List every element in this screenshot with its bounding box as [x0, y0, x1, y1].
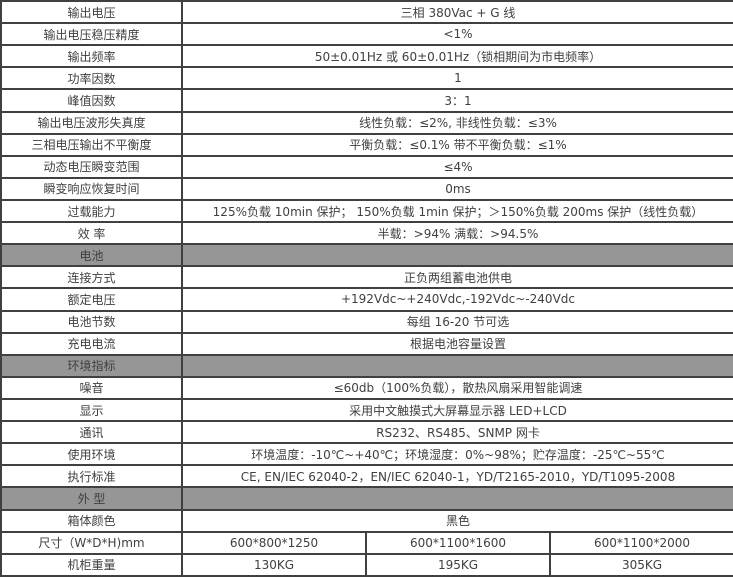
spec-row-value: 黑色 [181, 508, 733, 533]
spec-row-label: 使用环境 [0, 442, 183, 467]
spec-row-label: 噪音 [0, 375, 183, 400]
section-header-label: 电池 [0, 243, 183, 268]
spec-row-label: 动态电压瞬变范围 [0, 154, 183, 179]
spec-row-value: 600*800*1250 [181, 530, 367, 555]
spec-row-label: 通讯 [0, 420, 183, 445]
spec-row: 三相电压输出不平衡度 平衡负载：≤0.1% 带不平衡负载：≤1% [0, 132, 733, 157]
spec-row: 输出电压波形失真度 线性负载：≤2%, 非线性负载：≤3% [0, 110, 733, 135]
spec-row-value: 305KG [549, 552, 733, 577]
spec-row-value: 三相 380Vac + G 线 [181, 0, 733, 25]
spec-row-label: 峰值因数 [0, 88, 183, 113]
spec-row: 峰值因数 3：1 [0, 88, 733, 113]
spec-row-value: ≤4% [181, 154, 733, 179]
spec-row: 使用环境 环境温度：-10℃~+40℃；环境湿度：0%~98%；贮存温度：-25℃… [0, 442, 733, 467]
section-header-spacer [181, 243, 733, 268]
spec-row-label: 箱体颜色 [0, 508, 183, 533]
spec-row-label: 功率因数 [0, 66, 183, 91]
spec-row-value: 125%负载 10min 保护； 150%负载 1min 保护；＞150%负载 … [181, 198, 733, 224]
spec-row-value: 根据电池容量设置 [181, 331, 733, 356]
spec-row-value: ≤60db（100%负载），散热风扇采用智能调速 [181, 375, 733, 400]
spec-row-label: 输出电压稳压精度 [0, 22, 183, 47]
spec-row-label: 额定电压 [0, 287, 183, 312]
spec-row-value: 3：1 [181, 88, 733, 113]
spec-row-value: 1 [181, 66, 733, 91]
spec-row: 执行标准 CE, EN/IEC 62040-2，EN/IEC 62040-1，YD… [0, 464, 733, 489]
spec-row-value: 195KG [365, 552, 551, 577]
spec-row-value: 平衡负载：≤0.1% 带不平衡负载：≤1% [181, 132, 733, 157]
spec-row-value: 600*1100*1600 [365, 530, 551, 555]
spec-row-label: 瞬变响应恢复时间 [0, 176, 183, 201]
spec-row-value: 600*1100*2000 [549, 530, 733, 555]
spec-row-label: 输出电压波形失真度 [0, 110, 183, 135]
spec-row-label: 效 率 [0, 221, 183, 246]
section-header-row: 电池 [0, 243, 733, 268]
section-header-row: 环境指标 [0, 353, 733, 378]
spec-row-label: 连接方式 [0, 265, 183, 290]
spec-row: 额定电压 +192Vdc~+240Vdc,-192Vdc~-240Vdc [0, 287, 733, 312]
spec-row: 功率因数 1 [0, 66, 733, 91]
spec-row: 机柜重量 130KG 195KG 305KG [0, 552, 733, 577]
spec-row: 噪音 ≤60db（100%负载），散热风扇采用智能调速 [0, 375, 733, 400]
spec-row-label: 执行标准 [0, 464, 183, 489]
spec-row: 电池节数 每组 16-20 节可选 [0, 309, 733, 334]
spec-row: 通讯 RS232、RS485、SNMP 网卡 [0, 420, 733, 445]
spec-row-value: <1% [181, 22, 733, 47]
spec-row: 输出频率 50±0.01Hz 或 60±0.01Hz（锁相期间为市电频率） [0, 44, 733, 69]
spec-row-label: 电池节数 [0, 309, 183, 334]
section-header-row: 外 型 [0, 486, 733, 511]
spec-row-label: 输出频率 [0, 44, 183, 69]
spec-row: 连接方式 正负两组蓄电池供电 [0, 265, 733, 290]
spec-row: 效 率半载：>94% 满载：>94.5% [0, 221, 733, 246]
section-header-label: 外 型 [0, 486, 183, 511]
section-header-label: 环境指标 [0, 353, 183, 378]
spec-row-value: 采用中文触摸式大屏幕显示器 LED+LCD [181, 397, 733, 423]
spec-row: 输出电压稳压精度 <1% [0, 22, 733, 47]
spec-row: 过载能力 125%负载 10min 保护； 150%负载 1min 保护；＞150… [0, 198, 733, 224]
spec-row-label: 尺寸（W*D*H)mm [0, 530, 183, 555]
spec-row-value: 正负两组蓄电池供电 [181, 265, 733, 290]
spec-row-label: 显示 [0, 397, 183, 423]
spec-row-label: 机柜重量 [0, 552, 183, 577]
spec-row: 充电电流 根据电池容量设置 [0, 331, 733, 356]
spec-row-label: 过载能力 [0, 198, 183, 224]
spec-row-value: 50±0.01Hz 或 60±0.01Hz（锁相期间为市电频率） [181, 44, 733, 69]
section-header-spacer [181, 353, 733, 378]
spec-row-value: RS232、RS485、SNMP 网卡 [181, 420, 733, 445]
section-header-spacer [181, 486, 733, 511]
spec-row-label: 输出电压 [0, 0, 183, 25]
spec-row-label: 充电电流 [0, 331, 183, 356]
spec-row: 输出电压 三相 380Vac + G 线 [0, 0, 733, 25]
spec-row-value: 每组 16-20 节可选 [181, 309, 733, 334]
spec-row-value: 0ms [181, 176, 733, 201]
spec-row-value: 130KG [181, 552, 367, 577]
spec-row: 瞬变响应恢复时间 0ms [0, 176, 733, 201]
spec-row-label: 三相电压输出不平衡度 [0, 132, 183, 157]
spec-row-value: 线性负载：≤2%, 非线性负载：≤3% [181, 110, 733, 135]
spec-row: 箱体颜色 黑色 [0, 508, 733, 533]
spec-row-value: 半载：>94% 满载：>94.5% [181, 221, 733, 246]
spec-row: 尺寸（W*D*H)mm 600*800*1250 600*1100*1600 600*… [0, 530, 733, 555]
spec-row-value: CE, EN/IEC 62040-2，EN/IEC 62040-1，YD/T21… [181, 464, 733, 489]
spec-row-value: 环境温度：-10℃~+40℃；环境湿度：0%~98%；贮存温度：-25℃~55℃ [181, 442, 733, 467]
spec-row-value: +192Vdc~+240Vdc,-192Vdc~-240Vdc [181, 287, 733, 312]
spec-row: 显示 采用中文触摸式大屏幕显示器 LED+LCD [0, 397, 733, 423]
spec-row: 动态电压瞬变范围 ≤4% [0, 154, 733, 179]
